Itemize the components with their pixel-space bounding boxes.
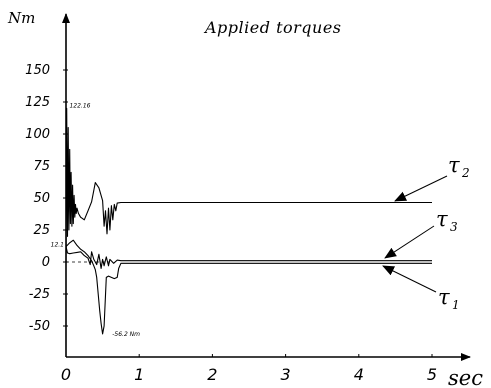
tau2-pointer-arrow bbox=[394, 175, 448, 202]
series-labels: τ 2 τ 3 τ 1 bbox=[382, 153, 470, 312]
y-tick-label: 150 bbox=[25, 63, 50, 78]
tau3-subscript: 3 bbox=[450, 220, 458, 234]
y-tick-label: -50 bbox=[29, 319, 50, 334]
tau1-pointer-arrow bbox=[382, 265, 437, 293]
y-tick-label: 25 bbox=[33, 223, 50, 238]
y-tick-labels: 150 125 100 75 50 25 0 -25 -50 bbox=[25, 63, 68, 334]
x-tick-label: 0 bbox=[61, 365, 71, 384]
tau3-pointer-arrow bbox=[384, 225, 435, 259]
tau1-symbol: τ bbox=[438, 285, 450, 309]
axes bbox=[62, 13, 471, 361]
series-label-tau2: τ 2 bbox=[394, 153, 470, 202]
y-tick-label: 125 bbox=[25, 95, 50, 110]
x-tick-label: 2 bbox=[207, 365, 217, 384]
series-lines bbox=[65, 107, 432, 335]
data-annotation: 12.1 bbox=[51, 242, 64, 249]
y-tick-label: 75 bbox=[33, 159, 50, 174]
y-tick-label: 50 bbox=[33, 191, 50, 206]
series-line-tau3 bbox=[65, 246, 432, 269]
y-axis-label: Nm bbox=[7, 9, 35, 27]
x-tick-label: 5 bbox=[427, 365, 437, 384]
tau3-symbol: τ bbox=[436, 207, 448, 231]
series-label-tau3: τ 3 bbox=[384, 207, 458, 259]
x-tick-label: 3 bbox=[281, 365, 291, 384]
tau1-subscript: 1 bbox=[452, 298, 460, 312]
x-tick-label: 4 bbox=[354, 365, 364, 384]
tau2-symbol: τ bbox=[448, 153, 460, 177]
series-label-tau1: τ 1 bbox=[382, 265, 460, 312]
series-line-tau1 bbox=[65, 239, 432, 335]
y-tick-label: -25 bbox=[29, 287, 50, 302]
data-annotation: 122.16 bbox=[69, 103, 90, 110]
x-tick-label: 1 bbox=[134, 365, 144, 384]
x-tick-labels: 0 1 2 3 4 5 bbox=[61, 354, 437, 384]
tau2-subscript: 2 bbox=[461, 166, 470, 180]
y-tick-label: 0 bbox=[42, 255, 50, 270]
annotations: 122.16 12.1 -56.2 Nm bbox=[51, 103, 141, 338]
chart-title: Applied torques bbox=[203, 18, 342, 37]
x-axis-label: sec bbox=[448, 366, 483, 388]
data-annotation: -56.2 Nm bbox=[112, 331, 140, 338]
series-line-tau2 bbox=[65, 107, 432, 263]
y-tick-label: 100 bbox=[25, 127, 50, 142]
